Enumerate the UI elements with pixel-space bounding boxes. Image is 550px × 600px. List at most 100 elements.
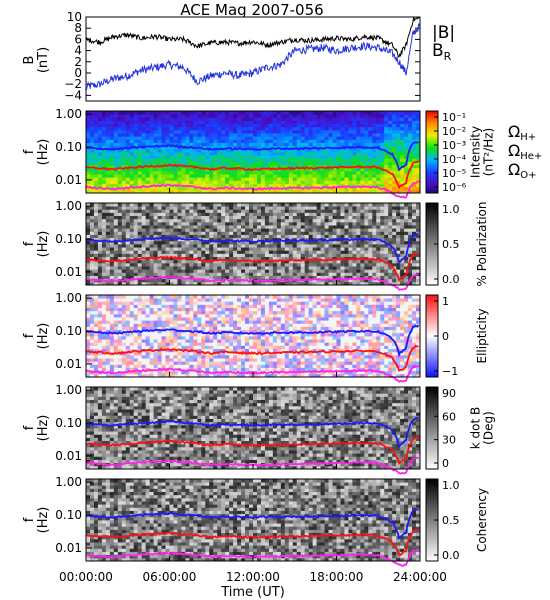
spectrogram-cell [125,250,131,254]
spectrogram-cell [86,111,91,115]
spectrogram-cell [332,167,337,172]
spectrogram-cell [197,148,202,153]
spectrogram-cell [336,218,341,223]
y-tick-label: 1.00 [55,107,82,121]
spectrogram-cell [348,139,353,143]
spectrogram-cell [129,323,135,327]
spectrogram-cell [141,262,147,267]
spectrogram-cell [376,269,381,273]
spectrogram-cell [404,215,409,220]
spectrogram-cell [145,123,151,128]
spectrogram-cell [229,142,234,147]
spectrogram-cell [157,203,162,207]
spectrogram-cell [133,240,139,245]
spectrogram-cell [105,326,111,331]
spectrogram-cell [161,351,166,356]
spectrogram-cell [396,133,401,137]
spectrogram-cell [205,148,210,153]
spectrogram-cell [253,183,258,188]
spectrogram-cell [129,158,135,162]
spectrogram-cell [169,145,174,150]
spectrogram-cell [241,262,246,267]
spectrogram-cell [304,170,310,175]
colorbar-tick-label: 10⁻¹ [442,111,466,124]
spectrogram-cell [388,129,393,134]
spectrogram-cell [86,186,91,191]
spectrogram-cell [412,129,417,134]
spectrogram-cell [97,367,103,372]
spectrogram-cell [376,234,381,239]
spectrogram-cell [384,247,389,251]
spectrogram-cell [284,218,290,223]
spectrogram-cell [213,212,218,217]
spectrogram-cell [93,209,99,213]
spectrogram-cell [268,237,274,242]
spectrogram-cell [141,240,147,245]
spectrogram-cell [380,203,385,207]
spectrogram-cell [288,206,294,210]
spectrogram-cell [105,114,111,118]
spectrogram-cell [344,152,349,156]
spectrogram-cell [101,123,107,128]
spectrogram-cell [316,183,321,188]
spectrogram-cell [332,174,337,178]
spectrogram-cell [93,247,99,251]
spectrogram-cell [392,123,397,128]
spectrogram-cell [416,167,421,172]
spectrogram-cell [336,269,341,273]
spectrogram-cell [225,231,230,235]
spectrogram-cell [97,212,103,217]
spectrogram-cell [173,281,178,286]
spectrogram-cell [344,212,349,217]
spectrogram-cell [153,212,158,217]
spectrogram-cell [249,244,254,248]
spectrogram-cell [197,139,202,143]
spectrogram-cell [149,158,154,162]
spectrogram-cell [288,120,294,125]
spectrogram-cell [125,133,131,137]
spectrogram-cell [400,272,405,276]
spectrogram-cell [392,228,397,232]
spectrogram-cell [388,167,393,172]
spectrogram-cell [364,225,369,229]
spectrogram-cell [129,183,135,188]
spectrogram-cell [249,120,254,125]
spectrogram-cell [105,111,111,115]
spectrogram-cell [328,120,333,125]
spectrogram-cell [332,114,337,118]
spectrogram-cell [133,177,139,181]
spectrogram-cell [360,133,365,137]
spectrogram-cell [320,234,325,239]
spectrogram-cell [300,209,306,213]
spectrogram-cell [149,336,154,340]
spectrogram-cell [201,250,206,254]
spectrogram-cell [185,152,190,156]
spectrogram-cell [221,120,226,125]
spectrogram-cell [284,161,290,166]
spectrogram-cell [312,155,318,159]
spectrogram-cell [109,332,115,337]
spectrogram-cell [97,155,103,159]
spectrogram-cell [97,269,103,273]
spectrogram-cell [105,215,111,220]
spectrogram-cell [97,256,103,261]
spectrogram-cell [169,180,174,184]
spectrogram-cell [209,145,214,150]
spectrogram-cell [384,114,389,118]
spectrogram-cell [149,247,154,251]
spectrogram-cell [364,209,369,213]
spectrogram-cell [121,298,127,302]
spectrogram-cell [412,152,417,156]
spectrogram-cell [93,342,99,346]
spectrogram-cell [288,272,294,276]
spectrogram-cell [336,215,341,220]
spectrogram-cell [256,234,262,239]
spectrogram-cell [256,215,262,220]
spectrogram-cell [352,161,357,166]
spectrogram-cell [388,177,393,181]
spectrogram-cell [189,206,194,210]
spectrogram-cell [165,354,170,359]
spectrogram-cell [185,133,190,137]
spectrogram-cell [105,221,111,226]
spectrogram-cell [396,111,401,115]
